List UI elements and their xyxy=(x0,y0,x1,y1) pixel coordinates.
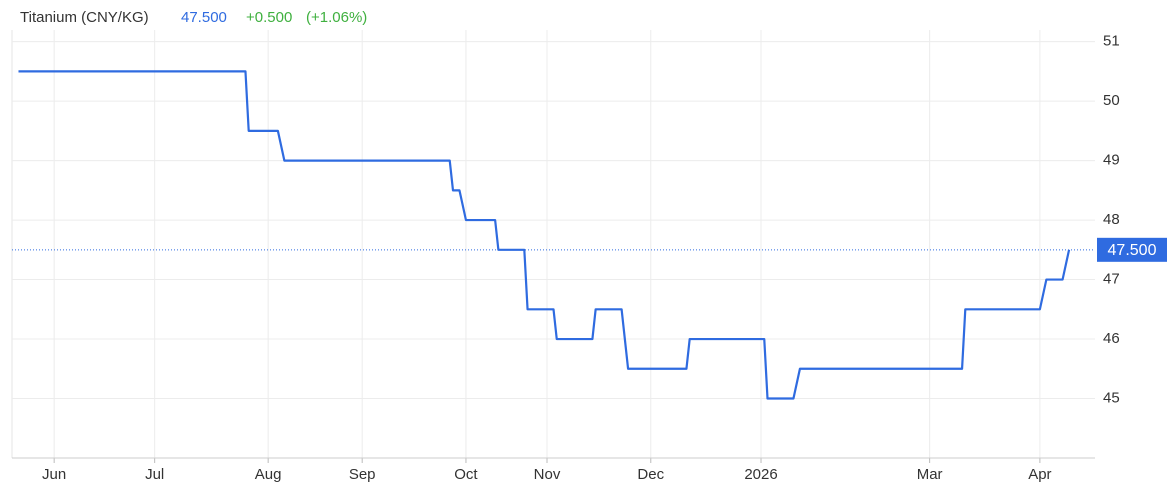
x-tick-label: Jul xyxy=(145,466,164,483)
y-tick-label: 48 xyxy=(1103,211,1120,228)
x-tick-label: Oct xyxy=(454,466,478,483)
x-tick-label: Apr xyxy=(1028,466,1051,483)
x-tick-label: Sep xyxy=(349,466,376,483)
last-value-label: 47.500 xyxy=(1108,242,1157,259)
y-tick-label: 51 xyxy=(1103,33,1120,50)
x-tick-label: Mar xyxy=(917,466,943,483)
x-tick-label: 2026 xyxy=(744,466,777,483)
y-tick-label: 49 xyxy=(1103,152,1120,169)
y-tick-label: 46 xyxy=(1103,330,1120,347)
change: +0.500 xyxy=(246,9,292,26)
x-tick-label: Jun xyxy=(42,466,66,483)
instrument-name: Titanium (CNY/KG) xyxy=(20,9,149,26)
x-tick-label: Aug xyxy=(255,466,282,483)
x-tick-label: Nov xyxy=(534,466,561,483)
last-value-tag xyxy=(1097,237,1167,262)
y-tick-label: 50 xyxy=(1103,92,1120,109)
y-tick-label: 47 xyxy=(1103,271,1120,288)
price: 47.500 xyxy=(181,9,227,26)
x-tick-label: Dec xyxy=(637,466,664,483)
price-line xyxy=(18,70,1071,400)
change-percent: (+1.06%) xyxy=(306,9,367,26)
y-tick-label: 45 xyxy=(1103,389,1120,406)
